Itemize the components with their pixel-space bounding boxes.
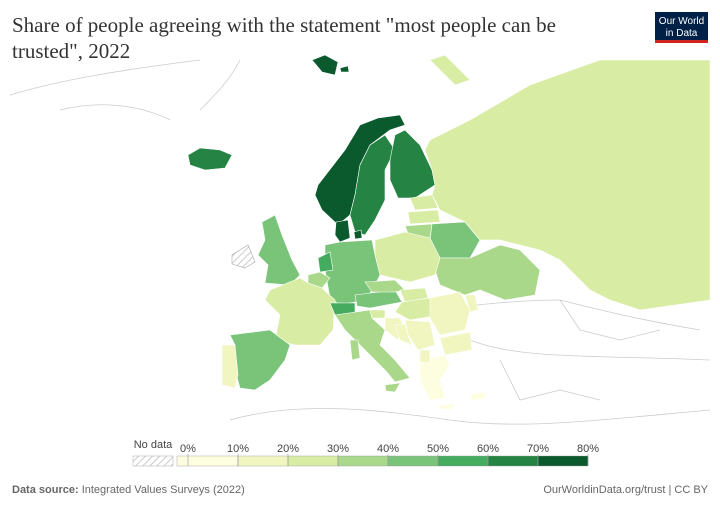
country (389, 129, 436, 199)
legend-tick-label: 10% (227, 443, 249, 455)
legend-tick-label: 20% (277, 443, 299, 455)
country (404, 319, 436, 351)
country (317, 251, 334, 273)
country (434, 244, 541, 301)
legend-tick-label: 80% (577, 443, 599, 455)
country (364, 279, 406, 293)
country (374, 231, 441, 283)
legend-bin (176, 455, 239, 467)
country (384, 382, 401, 393)
country (187, 147, 233, 171)
country (394, 323, 413, 346)
legend-tick-label: 0% (180, 443, 196, 455)
legend-bin (387, 455, 439, 467)
legend-bin (287, 455, 339, 467)
legend: No data 0% 10% 20% 30% 40% 50% 60% 70% 80% (132, 439, 599, 467)
source-text: Integrated Values Surveys (2022) (81, 484, 245, 496)
legend-bin (537, 455, 589, 467)
country (464, 294, 479, 313)
country (311, 54, 339, 76)
source: Data source: Integrated Values Surveys (… (12, 484, 245, 496)
legend-bin (437, 455, 489, 467)
logo-text: Our World (658, 16, 705, 27)
country (429, 54, 471, 86)
no-data-swatch (132, 455, 174, 467)
country (353, 229, 363, 240)
source-label: Data source: (12, 484, 79, 496)
legend-bin (337, 455, 389, 467)
country (334, 219, 351, 243)
logo-text: in Data (665, 28, 698, 39)
chart-title: Share of people agreeing with the statem… (12, 13, 556, 63)
legend-bin (487, 455, 539, 467)
credit: OurWorldinData.org/trust | CC BY (543, 484, 708, 496)
logo: Our World in Data (655, 12, 708, 43)
country (419, 349, 431, 363)
country (407, 209, 441, 225)
country (429, 291, 471, 336)
legend-tick-label: 30% (327, 443, 349, 455)
countries (187, 54, 711, 410)
legend-tick-label: 70% (527, 443, 549, 455)
legend-tick-label: 60% (477, 443, 499, 455)
country (339, 65, 350, 73)
country (394, 297, 441, 321)
country (469, 391, 487, 401)
country (419, 354, 451, 401)
country (307, 271, 331, 289)
country (264, 277, 336, 346)
country (229, 329, 291, 391)
country (409, 194, 439, 211)
no-data-label: No data (134, 439, 173, 451)
country (349, 339, 361, 361)
country (369, 309, 386, 319)
legend-bin (237, 455, 289, 467)
legend-tick-label: 50% (427, 443, 449, 455)
no-data-country (231, 244, 256, 269)
country (257, 214, 301, 286)
legend-tick-label: 40% (377, 443, 399, 455)
country (439, 403, 456, 410)
country (439, 331, 473, 356)
country (424, 59, 711, 311)
country (221, 344, 239, 389)
